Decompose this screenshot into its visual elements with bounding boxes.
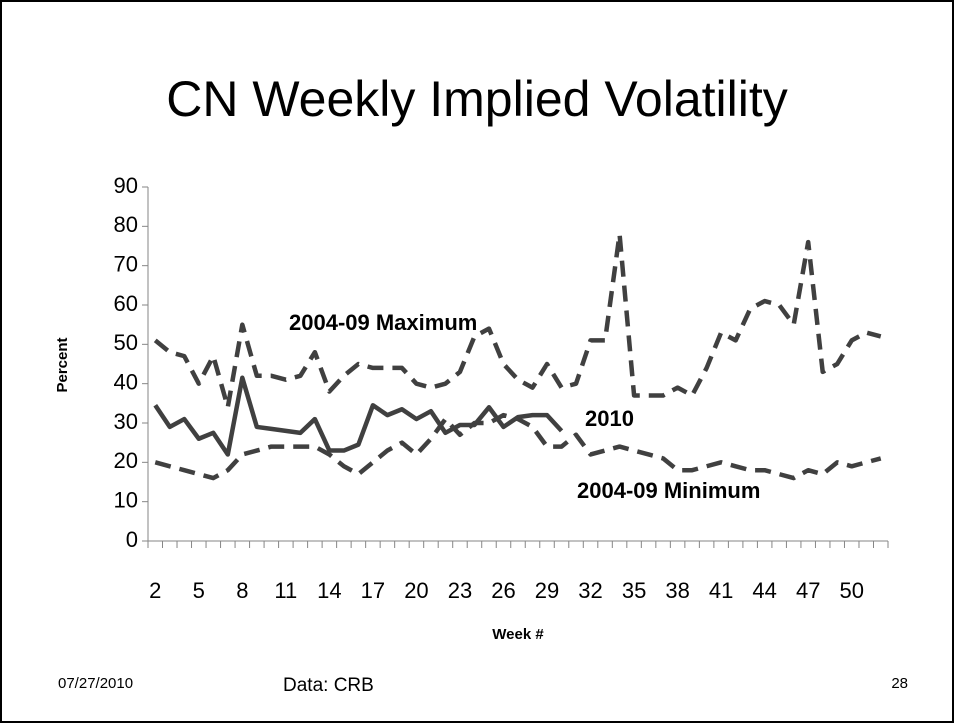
series-line	[154, 412, 882, 481]
x-tick-label: 11	[274, 578, 297, 603]
x-tick-label: 14	[317, 578, 341, 603]
x-tick-label: 41	[709, 578, 733, 603]
x-tick-label: 47	[796, 578, 820, 603]
x-tick-label: 32	[578, 578, 602, 603]
series-line	[153, 231, 882, 410]
y-tick-label: 30	[114, 409, 138, 434]
y-tick-label: 0	[126, 527, 138, 552]
x-tick-label: 23	[448, 578, 472, 603]
series-label: 2010	[585, 406, 634, 431]
chart-title: CN Weekly Implied Volatility	[166, 71, 788, 127]
y-axis-label: Percent	[54, 337, 71, 392]
y-tick-label: 70	[114, 251, 138, 276]
y-tick-label: 80	[114, 212, 138, 237]
series-line	[153, 375, 564, 457]
x-tick-label: 38	[665, 578, 689, 603]
footer-source: Data: CRB	[283, 675, 374, 696]
y-tick-label: 20	[114, 448, 138, 473]
x-axis-label: Week #	[492, 626, 544, 643]
y-tick-label: 60	[114, 291, 138, 316]
footer-date: 07/27/2010	[58, 675, 133, 692]
y-tick-label: 50	[114, 330, 138, 355]
series-label: 2004-09 Minimum	[577, 478, 760, 503]
y-tick-label: 40	[114, 369, 138, 394]
series-label: 2004-09 Maximum	[289, 310, 477, 335]
x-tick-label: 26	[491, 578, 515, 603]
x-tick-label: 35	[622, 578, 646, 603]
x-tick-label: 20	[404, 578, 428, 603]
x-tick-label: 8	[236, 578, 248, 603]
x-tick-label: 2	[149, 578, 161, 603]
x-tick-label: 50	[839, 578, 863, 603]
x-tick-label: 29	[535, 578, 559, 603]
page-number: 28	[891, 675, 908, 692]
x-tick-label: 17	[361, 578, 385, 603]
x-tick-label: 44	[752, 578, 776, 603]
y-tick-label: 10	[114, 487, 138, 512]
y-tick-label: 90	[114, 173, 138, 198]
x-tick-label: 5	[193, 578, 205, 603]
